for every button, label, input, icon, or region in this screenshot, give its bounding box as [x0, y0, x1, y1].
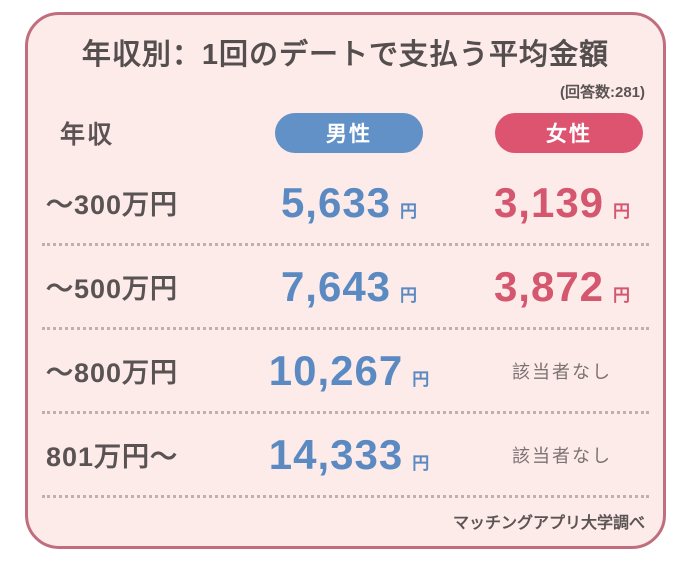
male-amount-value: 5,633 — [280, 178, 392, 226]
yen-suffix: 円 — [613, 201, 631, 221]
male-amount-cell: 14,333 円 — [223, 431, 475, 479]
female-amount-value: 3,872 — [493, 262, 605, 310]
yen-suffix: 円 — [613, 285, 631, 305]
income-label: 〜800万円 — [46, 358, 179, 388]
male-amount-cell: 7,643 円 — [223, 263, 475, 311]
male-header-pill: 男性 — [275, 113, 423, 153]
infographic-card: 年収別：1回のデートで支払う平均金額 (回答数:281) 年収 男性 女性 〜3… — [25, 12, 666, 549]
table-row: 801万円〜 14,333 円 該当者なし 円 — [42, 414, 649, 498]
income-label: 〜500万円 — [46, 274, 179, 304]
table-row: 〜300万円 5,633 円 3,139 円 — [42, 162, 649, 246]
yen-suffix: 円 — [412, 453, 430, 473]
income-column-header: 年収 — [60, 121, 115, 149]
female-amount-cell: 該当者なし 円 — [475, 442, 649, 468]
income-label: 〜300万円 — [46, 190, 179, 220]
male-amount-cell: 5,633 円 — [223, 179, 475, 227]
yen-suffix: 円 — [400, 201, 418, 221]
male-amount-value: 14,333 — [268, 430, 404, 478]
table-header-row: 年収 男性 女性 — [28, 104, 663, 162]
table-row: 〜500万円 7,643 円 3,872 円 — [42, 246, 649, 330]
female-header-pill: 女性 — [495, 113, 643, 153]
female-amount-value: 該当者なし — [512, 361, 612, 382]
page-title: 年収別：1回のデートで支払う平均金額 — [81, 39, 610, 71]
female-amount-value: 3,139 — [493, 178, 605, 226]
yen-suffix: 円 — [400, 285, 418, 305]
female-amount-cell: 該当者なし 円 — [475, 358, 649, 384]
female-amount-value: 該当者なし — [512, 445, 612, 466]
yen-suffix: 円 — [412, 369, 430, 389]
male-amount-cell: 10,267 円 — [223, 347, 475, 395]
male-amount-value: 7,643 — [280, 262, 392, 310]
male-amount-value: 10,267 — [268, 346, 404, 394]
female-amount-cell: 3,139 円 — [475, 179, 649, 227]
female-amount-cell: 3,872 円 — [475, 263, 649, 311]
table-row: 〜800万円 10,267 円 該当者なし 円 — [42, 330, 649, 414]
response-count: (回答数:281) — [559, 84, 645, 101]
income-label: 801万円〜 — [46, 442, 179, 472]
source-credit: マッチングアプリ大学調べ — [452, 515, 645, 532]
